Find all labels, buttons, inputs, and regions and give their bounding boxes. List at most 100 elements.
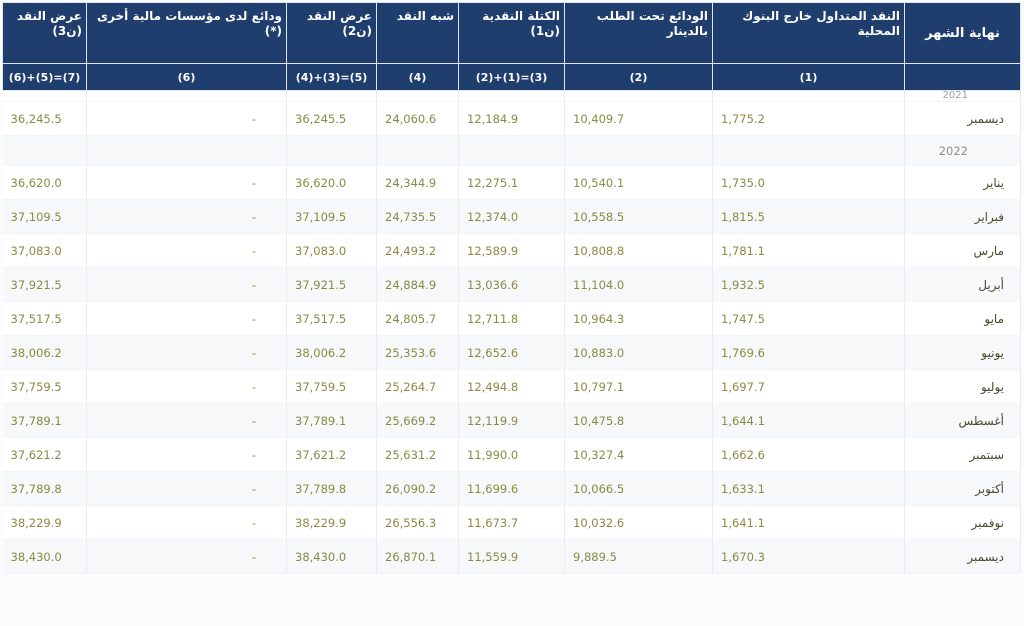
table-row: 37,921.5-37,921.5 24,884.9 13,036.6 11,104.… [2, 267, 1021, 302]
value-m2: 37,621.2 [286, 437, 377, 472]
header-deposits-other-institutions: ودائع لدى مؤسسات مالية أخرى (*) [86, 2, 287, 64]
value-deposits-other: - [86, 539, 287, 574]
value-deposits-other: - [86, 505, 287, 540]
value-currency-outside-banks: 1,932.5 [712, 267, 905, 302]
month-label: نوفمبر [904, 505, 1021, 540]
value-m2: 37,789.1 [286, 403, 377, 438]
value-demand-deposits: 10,883.0 [564, 335, 713, 370]
value-m1: 11,673.7 [458, 505, 565, 540]
table-row: 37,789.8-37,789.8 26,090.2 11,699.6 10,066.… [2, 471, 1021, 506]
value-demand-deposits: 10,475.8 [564, 403, 713, 438]
value-demand-deposits: 10,540.1 [564, 165, 713, 200]
value-m2: 38,430.0 [286, 539, 377, 574]
value-currency-outside-banks: 1,670.3 [712, 539, 905, 574]
value-deposits-other: - [86, 101, 287, 136]
value-quasi-money: 24,060.6 [376, 101, 459, 136]
value-demand-deposits: 9,889.5 [564, 539, 713, 574]
year-label-2021: 2021 [904, 90, 1021, 102]
table-row: 36,245.5-36,245.5 24,060.6 12,184.9 10,409.… [2, 101, 1021, 136]
table-row: 37,621.2-37,621.2 25,631.2 11,990.0 10,327.… [2, 437, 1021, 472]
value-deposits-other: - [86, 267, 287, 302]
value-m3: 36,245.5 [2, 101, 87, 136]
value-deposits-other: - [86, 165, 287, 200]
value-deposits-other: - [86, 471, 287, 506]
value-demand-deposits: 10,808.8 [564, 233, 713, 268]
value-m1: 12,652.6 [458, 335, 565, 370]
header-currency-outside-banks: النقد المتداول خارج البنوك المحلية [712, 2, 905, 64]
value-m3: 37,517.5 [2, 301, 87, 336]
value-currency-outside-banks: 1,662.6 [712, 437, 905, 472]
value-currency-outside-banks: 1,775.2 [712, 101, 905, 136]
value-quasi-money: 24,805.7 [376, 301, 459, 336]
value-m3: 37,759.5 [2, 369, 87, 404]
table-row: 37,109.5-37,109.5 24,735.5 12,374.0 10,558.… [2, 199, 1021, 234]
value-currency-outside-banks: 1,644.1 [712, 403, 905, 438]
value-demand-deposits: 10,558.5 [564, 199, 713, 234]
year-label-2022: 2022 [904, 135, 1021, 166]
value-currency-outside-banks: 1,633.1 [712, 471, 905, 506]
value-m2: 38,229.9 [286, 505, 377, 540]
value-m3: 38,006.2 [2, 335, 87, 370]
value-m3: 38,229.9 [2, 505, 87, 540]
value-m3: 37,621.2 [2, 437, 87, 472]
year-row-2022: 2022 [2, 135, 1021, 166]
value-m2: 37,759.5 [286, 369, 377, 404]
header-m2: عرض النقد (ن2) [286, 2, 377, 64]
value-m3: 37,109.5 [2, 199, 87, 234]
value-m3: 36,620.0 [2, 165, 87, 200]
value-quasi-money: 24,884.9 [376, 267, 459, 302]
header-end-of-month: نهاية الشهر [904, 2, 1021, 64]
value-demand-deposits: 10,409.7 [564, 101, 713, 136]
header-row: عرض النقد (ن3) ودائع لدى مؤسسات مالية أخ… [2, 2, 1021, 64]
header-m1: الكتلة النقدية (ن1) [458, 2, 565, 64]
value-m2: 38,006.2 [286, 335, 377, 370]
value-m3: 37,789.8 [2, 471, 87, 506]
value-m2: 37,789.8 [286, 471, 377, 506]
value-quasi-money: 26,556.3 [376, 505, 459, 540]
value-demand-deposits: 10,066.5 [564, 471, 713, 506]
value-quasi-money: 26,090.2 [376, 471, 459, 506]
value-currency-outside-banks: 1,747.5 [712, 301, 905, 336]
table-row: 37,517.5-37,517.5 24,805.7 12,711.8 10,964.… [2, 301, 1021, 336]
value-quasi-money: 25,631.2 [376, 437, 459, 472]
formula-quasi-money: (4) [376, 63, 459, 91]
month-label: يونيو [904, 335, 1021, 370]
formula-m1: (2)+(1)=(3) [458, 63, 565, 91]
value-m1: 11,559.9 [458, 539, 565, 574]
value-m2: 37,083.0 [286, 233, 377, 268]
value-m3: 38,430.0 [2, 539, 87, 574]
month-label: مارس [904, 233, 1021, 268]
formula-currency: (1) [712, 63, 905, 91]
value-m2: 37,109.5 [286, 199, 377, 234]
value-deposits-other: - [86, 335, 287, 370]
value-deposits-other: - [86, 199, 287, 234]
value-quasi-money: 25,264.7 [376, 369, 459, 404]
month-label: سبتمبر [904, 437, 1021, 472]
value-quasi-money: 24,493.2 [376, 233, 459, 268]
value-quasi-money: 24,344.9 [376, 165, 459, 200]
value-currency-outside-banks: 1,769.6 [712, 335, 905, 370]
value-quasi-money: 24,735.5 [376, 199, 459, 234]
header-demand-deposits: الودائع تحت الطلب بالدينار [564, 2, 713, 64]
month-label: يوليو [904, 369, 1021, 404]
value-m3: 37,789.1 [2, 403, 87, 438]
value-deposits-other: - [86, 301, 287, 336]
table-body: 2021 36,245.5-36,245.5 24,060.6 12,184.9 10… [2, 90, 1021, 574]
table-row: 38,430.0-38,430.0 26,870.1 11,559.9 9,889.5… [2, 539, 1021, 574]
month-label: ديسمبر [904, 539, 1021, 574]
value-m2: 37,517.5 [286, 301, 377, 336]
value-m1: 11,699.6 [458, 471, 565, 506]
value-m1: 12,589.9 [458, 233, 565, 268]
value-deposits-other: - [86, 403, 287, 438]
month-label: أكتوبر [904, 471, 1021, 506]
value-demand-deposits: 11,104.0 [564, 267, 713, 302]
value-quasi-money: 25,669.2 [376, 403, 459, 438]
table-row: 37,789.1-37,789.1 25,669.2 12,119.9 10,475.… [2, 403, 1021, 438]
formula-deposits: (6) [86, 63, 287, 91]
month-label: ديسمبر [904, 101, 1021, 136]
month-label: أبريل [904, 267, 1021, 302]
value-m1: 13,036.6 [458, 267, 565, 302]
value-demand-deposits: 10,032.6 [564, 505, 713, 540]
value-currency-outside-banks: 1,735.0 [712, 165, 905, 200]
